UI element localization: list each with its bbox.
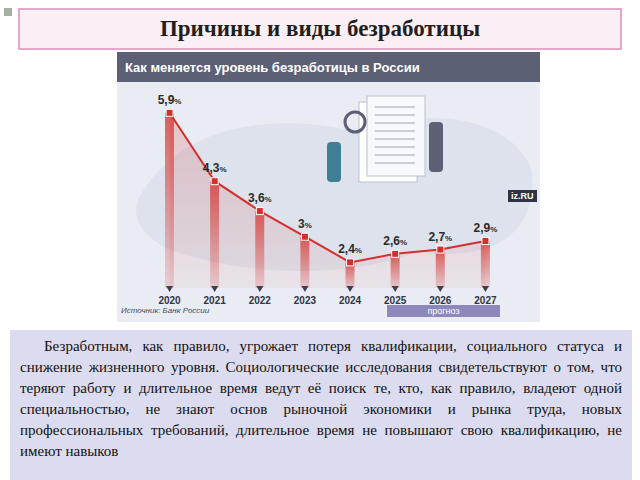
svg-text:4,3%: 4,3% — [203, 161, 227, 175]
svg-text:2024: 2024 — [339, 295, 362, 306]
svg-text:2023: 2023 — [294, 295, 317, 306]
svg-text:2025: 2025 — [384, 295, 407, 306]
svg-text:2,4%: 2,4% — [338, 242, 362, 256]
svg-text:2022: 2022 — [249, 295, 272, 306]
svg-text:2,7%: 2,7% — [428, 230, 452, 244]
html-text:Источник: Банк России: Источник: Банк России — [121, 306, 210, 315]
svg-text:2,6%: 2,6% — [383, 234, 407, 248]
svg-text:3,6%: 3,6% — [248, 191, 272, 205]
svg-text:2021: 2021 — [204, 295, 227, 306]
svg-text:2027: 2027 — [474, 295, 497, 306]
html-text:прогноз: прогноз — [427, 306, 460, 316]
svg-text:2020: 2020 — [158, 295, 181, 306]
html-text:Безработным, как правило, угро: Безработным, как правило, угрожает потер… — [20, 338, 622, 459]
svg-text:2026: 2026 — [429, 295, 452, 306]
svg-text:2,9%: 2,9% — [474, 221, 498, 235]
svg-text:5,9%: 5,9% — [158, 93, 182, 107]
html-text:Причины и виды безработицы: Причины и виды безработицы — [159, 16, 481, 41]
svg-text:3%: 3% — [298, 217, 312, 231]
html-text:iz.RU: iz.RU — [511, 191, 534, 201]
html-text:Как меняется уровень безработи: Как меняется уровень безработицы в Росси… — [125, 59, 420, 75]
